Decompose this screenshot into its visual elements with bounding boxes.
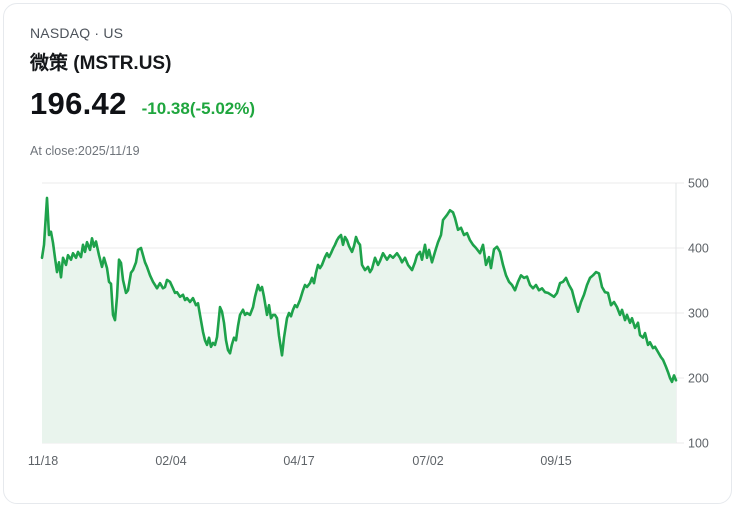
price-line[interactable] bbox=[40, 196, 678, 384]
x-tick-label: 11/18 bbox=[28, 454, 58, 468]
price-chart-svg[interactable]: 500 400 300 200 100 11/18 02/04 04/17 07/02 09/15 bbox=[0, 170, 736, 486]
price-row: 196.42 -10.38(-5.02%) bbox=[30, 86, 255, 122]
stock-title: 微策 (MSTR.US) bbox=[30, 53, 172, 74]
price-chart[interactable]: 500 400 300 200 100 11/18 02/04 04/17 07/02 09/15 bbox=[0, 170, 736, 486]
y-tick-label: 100 bbox=[688, 437, 709, 451]
x-tick-label: 02/04 bbox=[155, 454, 186, 468]
y-tick-label: 200 bbox=[688, 372, 709, 386]
exchange-label: NASDAQ · US bbox=[30, 25, 124, 41]
last-price: 196.42 bbox=[30, 86, 127, 121]
as-of-label: At close:2025/11/19 bbox=[30, 144, 140, 158]
y-tick-label: 300 bbox=[688, 307, 709, 321]
price-area bbox=[42, 197, 676, 443]
x-tick-label: 09/15 bbox=[540, 454, 571, 468]
x-tick-label: 07/02 bbox=[412, 454, 443, 468]
price-change: -10.38(-5.02%) bbox=[141, 99, 256, 118]
y-tick-label: 500 bbox=[688, 177, 709, 191]
x-tick-label: 04/17 bbox=[283, 454, 314, 468]
y-tick-label: 400 bbox=[688, 242, 709, 256]
